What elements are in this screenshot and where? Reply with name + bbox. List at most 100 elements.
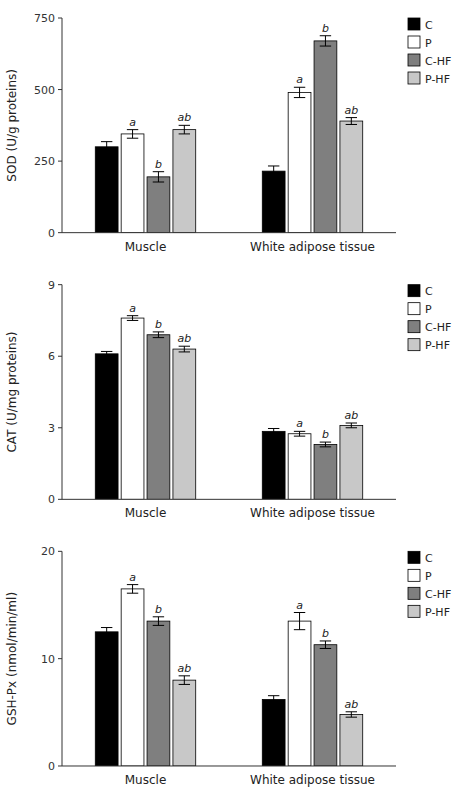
panel: aabbabab0250500750MuscleWhite adipose ti… <box>5 12 451 254</box>
labels: aabbabab <box>129 571 358 711</box>
y-tick-label: 0 <box>48 493 55 506</box>
error-bar <box>320 36 331 46</box>
bar <box>288 434 311 500</box>
y-axis-label: SOD (U/g proteins) <box>5 69 19 182</box>
y-tick <box>58 18 62 19</box>
error-bar <box>294 431 305 436</box>
error-bar <box>320 442 331 447</box>
bar <box>314 645 337 766</box>
y-tick <box>58 161 62 162</box>
error-bar <box>127 585 138 594</box>
bar <box>147 177 170 233</box>
bar <box>173 130 196 233</box>
y-tick <box>58 427 62 428</box>
legend-swatch <box>408 54 420 66</box>
error-bar <box>153 332 164 338</box>
legend-label: C <box>425 552 433 565</box>
annotation: ab <box>344 409 358 422</box>
y-tick-label: 3 <box>48 422 55 435</box>
y-tick-label: 9 <box>48 279 55 292</box>
bar <box>95 632 118 766</box>
bar <box>147 335 170 500</box>
error-bar <box>346 712 357 717</box>
legend-swatch <box>408 569 420 581</box>
error-bar <box>294 613 305 630</box>
bar <box>314 41 337 233</box>
bar <box>314 444 337 499</box>
legend-label: P-HF <box>425 339 450 352</box>
bar <box>121 134 144 233</box>
annotation: a <box>129 571 136 584</box>
annotation: ab <box>177 332 191 345</box>
annotation: b <box>155 158 162 171</box>
labels: aabbabab <box>129 22 358 171</box>
legend-label: P-HF <box>425 73 450 86</box>
panel: aabbabab01020MuscleWhite adipose tissueG… <box>5 545 451 787</box>
y-tick-label: 6 <box>48 350 55 363</box>
bar <box>147 621 170 766</box>
legend-label: P <box>425 303 432 316</box>
y-tick-label: 0 <box>48 227 55 240</box>
error-bar <box>101 351 112 356</box>
legend-swatch <box>408 587 420 599</box>
bar <box>121 318 144 499</box>
legend-label: C <box>425 285 433 298</box>
error-bar <box>179 676 190 685</box>
annotation: b <box>322 22 329 35</box>
legend-swatch <box>408 36 420 48</box>
bar <box>288 621 311 766</box>
bar <box>340 714 363 766</box>
x-tick-label: Muscle <box>125 773 167 787</box>
error-bar <box>346 423 357 428</box>
x-axis <box>62 766 396 767</box>
legend-swatch <box>408 339 420 351</box>
error-bar <box>268 166 279 176</box>
x-axis <box>62 499 396 500</box>
plot-area <box>95 316 362 500</box>
error-bar <box>179 346 190 352</box>
x-axis <box>62 232 396 233</box>
annotation: ab <box>177 662 191 675</box>
x-tick-label: Muscle <box>125 506 167 520</box>
annotation: a <box>296 417 303 430</box>
error-bar <box>294 87 305 97</box>
y-tick-label: 500 <box>34 84 55 97</box>
x-tick-label: White adipose tissue <box>250 240 375 254</box>
legend-label: P <box>425 37 432 50</box>
y-tick-label: 0 <box>48 760 55 773</box>
error-bar <box>268 428 279 434</box>
legend-label: P <box>425 570 432 583</box>
y-axis <box>62 285 63 500</box>
panel: aabbabab0369MuscleWhite adipose tissueCA… <box>5 279 451 521</box>
y-tick <box>58 284 62 285</box>
annotation: ab <box>177 111 191 124</box>
legend: CPC-HFP-HF <box>408 551 451 619</box>
legend-swatch <box>408 605 420 617</box>
y-axis-label: CAT (U/mg proteins) <box>5 331 19 452</box>
legend-label: P-HF <box>425 606 450 619</box>
annotation: a <box>129 302 136 315</box>
y-tick-label: 250 <box>34 155 55 168</box>
annotation: b <box>155 318 162 331</box>
bar <box>95 147 118 233</box>
figure: aabbabab0250500750MuscleWhite adipose ti… <box>0 0 474 800</box>
y-axis-label: GSH-Px (nmol/min/ml) <box>5 592 19 726</box>
bar <box>288 92 311 232</box>
annotation: b <box>322 428 329 441</box>
bar <box>262 699 285 766</box>
legend-swatch <box>408 321 420 333</box>
y-tick <box>58 232 62 233</box>
plot-area <box>95 36 362 233</box>
legend-swatch <box>408 72 420 84</box>
annotation: b <box>155 603 162 616</box>
labels: aabbabab <box>129 302 358 441</box>
error-bar <box>268 696 279 704</box>
y-tick-label: 20 <box>41 545 55 558</box>
y-tick-label: 10 <box>41 653 55 666</box>
y-tick-label: 750 <box>34 12 55 25</box>
error-bar <box>101 142 112 152</box>
bar <box>340 425 363 499</box>
bar <box>173 349 196 499</box>
legend-swatch <box>408 551 420 563</box>
annotation: b <box>322 627 329 640</box>
